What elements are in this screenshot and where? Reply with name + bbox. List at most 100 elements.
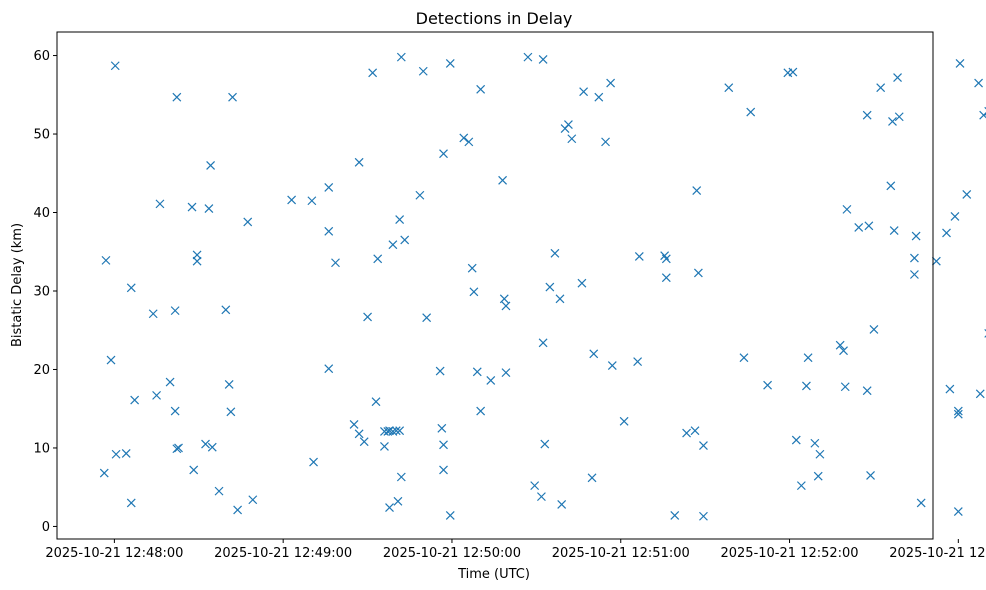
plot-area (57, 32, 933, 539)
detection-point (126, 283, 136, 293)
detection-point (955, 58, 965, 68)
detection-point (894, 112, 904, 122)
detection-point (910, 253, 919, 263)
detection-point (187, 202, 197, 212)
detection-point (589, 349, 599, 359)
detection-point (876, 83, 886, 93)
detection-point (893, 73, 902, 82)
detection-point (888, 117, 897, 126)
detection-point (840, 382, 850, 392)
detection-point (395, 215, 405, 224)
detection-point (221, 305, 231, 315)
detection-point (746, 107, 756, 117)
detection-point (368, 68, 378, 78)
detection-point (422, 313, 432, 323)
detection-point (226, 407, 236, 417)
detection-point (459, 133, 469, 143)
detection-point (248, 495, 258, 505)
detection-point (557, 500, 567, 509)
detection-point (110, 61, 120, 71)
detection-point (287, 195, 297, 205)
detection-point (99, 468, 109, 478)
detection-point (349, 419, 359, 429)
detection-point (979, 110, 986, 120)
y-tick-label: 60 (33, 49, 50, 64)
detection-point (396, 472, 406, 482)
detection-point (810, 438, 820, 448)
detection-point (130, 395, 140, 405)
detection-point (563, 120, 573, 130)
detection-point (530, 481, 540, 491)
detection-point (170, 306, 180, 316)
detection-point (189, 465, 199, 475)
y-tick-label: 30 (33, 284, 50, 299)
detection-point (148, 309, 158, 319)
detection-point (499, 294, 509, 304)
detection-point (152, 390, 162, 400)
detection-point (415, 190, 425, 200)
detection-point (395, 426, 405, 436)
detection-point (385, 503, 394, 513)
x-tick-label: 2025-10-21 12:52:00 (720, 546, 858, 561)
chart-title: Detections in Delay (416, 9, 573, 28)
detection-point (324, 226, 334, 236)
detection-point (354, 157, 364, 167)
detection-point (439, 149, 448, 159)
detection-point (601, 137, 610, 147)
detection-point (472, 367, 482, 377)
detection-point (634, 252, 644, 261)
detection-point (864, 221, 874, 231)
detection-point (975, 389, 985, 399)
detection-point (866, 471, 875, 480)
detection-point (699, 441, 708, 451)
detection-point (587, 473, 597, 483)
detection-point (373, 254, 383, 264)
y-tick-label: 20 (33, 363, 50, 378)
detection-point (538, 55, 548, 64)
y-axis-title: Bistatic Delay (km) (10, 223, 25, 347)
detection-point (661, 273, 671, 283)
detection-point (661, 254, 671, 264)
detection-point (670, 511, 680, 520)
detection-point (363, 312, 372, 322)
detection-point (331, 258, 340, 268)
detection-point (699, 511, 708, 521)
detection-point (942, 228, 951, 238)
detection-point (224, 379, 234, 389)
detection-point (607, 361, 617, 370)
detection-point (486, 376, 496, 385)
x-tick-label: 2025-10-21 12:51:00 (552, 546, 690, 561)
detection-point (606, 78, 616, 88)
detection-point (931, 256, 941, 266)
detection-point (206, 160, 216, 170)
detection-point (619, 416, 629, 426)
x-tick-label: 2025-10-21 12:48:00 (45, 546, 183, 561)
detection-point (201, 439, 210, 449)
detection-point (803, 353, 813, 363)
detection-point (501, 301, 511, 311)
detection-point (309, 457, 318, 467)
detection-point (445, 58, 455, 68)
detection-point (945, 384, 955, 394)
detection-point (192, 256, 202, 266)
detection-point (418, 66, 428, 76)
detection-point (170, 406, 180, 416)
detection-point (476, 406, 486, 416)
detection-point (974, 78, 983, 88)
detection-point (165, 377, 175, 387)
detection-point (577, 278, 587, 288)
detection-point (889, 226, 899, 235)
detection-point (555, 294, 565, 304)
detection-point (464, 137, 474, 147)
detection-point (862, 386, 872, 396)
detection-point (536, 492, 546, 502)
detection-point (815, 449, 825, 459)
detection-point (788, 67, 798, 77)
detection-point (207, 442, 217, 452)
plot-frame (56, 31, 934, 540)
detection-point (801, 381, 811, 391)
detection-point (155, 199, 165, 209)
detection-point (393, 496, 403, 506)
detection-point (501, 368, 511, 378)
detection-point (724, 83, 734, 93)
